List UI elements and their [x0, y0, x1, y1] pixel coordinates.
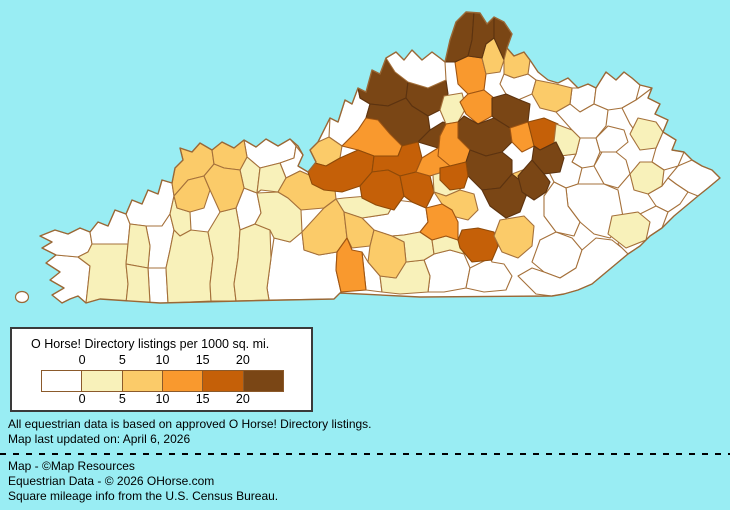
note-last-updated: Map last updated on: April 6, 2026 [8, 432, 191, 446]
county [493, 215, 535, 259]
county [439, 161, 469, 191]
legend-tick-label: 15 [195, 353, 210, 367]
county [367, 229, 407, 279]
dashed-separator [0, 453, 730, 455]
county [165, 229, 214, 303]
legend-color-segment [42, 371, 82, 391]
kentucky-map-svg [14, 11, 721, 304]
county [531, 79, 573, 113]
county [647, 177, 689, 213]
county [203, 163, 245, 213]
kentucky-bend-island [14, 290, 30, 304]
legend-color-segment [81, 371, 122, 391]
legend-color-segment [202, 371, 243, 391]
county [433, 189, 479, 221]
county [89, 209, 131, 245]
county [233, 223, 272, 302]
credit-equestrian-data: Equestrian Data - © 2026 OHorse.com [8, 474, 215, 488]
legend-color-segment [161, 371, 203, 391]
credit-census: Square mileage info from the U.S. Census… [8, 489, 279, 503]
credit-map: Map - ©Map Resources [8, 459, 135, 473]
legend-tick-label: 5 [118, 353, 126, 367]
county [419, 203, 459, 241]
county [629, 161, 665, 195]
legend-tick-label: 10 [155, 392, 170, 406]
legend-tick-label: 0 [78, 353, 86, 367]
county [335, 237, 367, 293]
legend-title: O Horse! Directory listings per 1000 sq.… [31, 337, 270, 351]
county [629, 117, 664, 151]
county [553, 123, 581, 157]
legend: O Horse! Directory listings per 1000 sq.… [10, 327, 313, 412]
county [125, 223, 151, 269]
legend-tick-label: 5 [118, 392, 126, 406]
county [125, 263, 151, 303]
county [503, 47, 531, 79]
county [147, 267, 169, 303]
legend-tick-label: 15 [195, 392, 210, 406]
county-layer [40, 12, 720, 303]
legend-tick-label: 0 [78, 392, 86, 406]
legend-color-segment [242, 371, 283, 391]
legend-color-segment [121, 371, 162, 391]
county [457, 227, 499, 263]
county [481, 173, 527, 219]
county [517, 159, 551, 201]
legend-tick-label: 10 [155, 353, 170, 367]
county [543, 181, 581, 237]
legend-tick-label: 20 [235, 353, 250, 367]
note-data-source: All equestrian data is based on approved… [8, 417, 372, 431]
legend-colorbar [41, 370, 284, 392]
legend-tick-label: 20 [235, 392, 250, 406]
county [459, 89, 495, 125]
